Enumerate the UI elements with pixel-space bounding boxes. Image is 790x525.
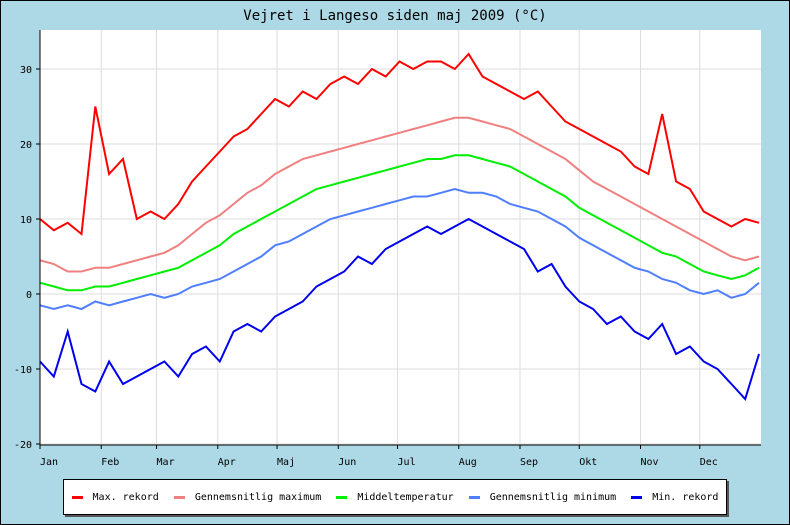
series-line-3 [39,187,760,311]
y-tick-label: 10 [20,215,32,226]
legend-label: Max. rekord [92,491,159,503]
series-line-2 [39,154,760,292]
legend-item: Min. rekord [631,492,718,503]
legend-item: Middeltemperatur [336,491,454,503]
x-tick-label: Maj [277,457,295,468]
y-tick-label: -20 [14,440,32,451]
plot-area [40,30,761,445]
x-tick-label: Feb [101,457,119,468]
x-tick-label: Jul [398,457,416,468]
x-tick-label: Sep [520,457,538,468]
legend-label: Gennemsnitlig minimum [489,491,617,503]
x-tick-label: Dec [700,457,718,468]
legend-item: Max. rekord [71,491,159,503]
legend-swatch [468,495,480,499]
legend-swatch [631,495,643,499]
x-tick-label: Jun [338,457,356,468]
x-tick-label: Apr [218,457,236,468]
legend-item: Gennemsnitlig minimum [468,491,617,503]
series-line-1 [39,116,760,273]
legend-item: Gennemsnitlig maximum [173,491,322,503]
series-line-0 [39,52,760,236]
legend-swatch [71,495,83,499]
x-tick-label: Mar [157,457,175,468]
x-tick-label: Jan [40,457,58,468]
y-tick-label: 20 [20,140,32,151]
y-tick-label: -10 [14,365,32,376]
legend-label: Middeltemperatur [357,491,454,503]
legend: Max. rekord Gennemsnitlig maximum Middelte… [63,479,727,515]
x-tick-label: Aug [459,457,477,468]
series-line-4 [39,217,760,401]
chart-title: Vejret i Langeso siden maj 2009 (°C) [243,8,546,24]
legend-swatch [173,495,185,499]
x-tick-label: Nov [641,457,659,468]
x-tick-label: Okt [579,457,597,468]
legend-swatch [336,495,348,499]
y-tick-label: 0 [26,290,32,301]
y-tick-label: 30 [20,65,32,76]
legend-label: Min. rekord [652,491,719,503]
legend-label: Gennemsnitlig maximum [194,491,322,503]
